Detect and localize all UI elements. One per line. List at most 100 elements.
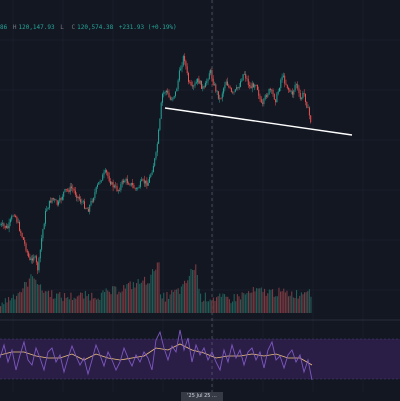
trendline[interactable]: [164, 107, 353, 136]
candle-body: [120, 184, 122, 191]
candle-body: [297, 84, 299, 89]
candle-body: [286, 84, 288, 89]
candle-body: [199, 80, 201, 84]
candle-body: [134, 188, 136, 189]
candle-body: [219, 98, 221, 99]
candle-body: [91, 200, 93, 202]
volume-bar: [8, 297, 10, 313]
candle-body: [158, 129, 160, 144]
volume-layer: [0, 262, 312, 313]
candle-body: [280, 80, 282, 88]
volume-bar: [148, 283, 150, 313]
candle-body: [104, 170, 106, 173]
candle-body: [74, 190, 76, 195]
candle-body: [292, 91, 293, 95]
candle-body: [59, 198, 61, 202]
volume-bar: [132, 282, 134, 313]
volume-bar: [137, 279, 139, 313]
candle-body: [89, 205, 91, 212]
volume-bar: [259, 288, 261, 313]
candle-body: [94, 192, 96, 198]
candle-body: [164, 92, 166, 93]
candle-body: [77, 196, 79, 198]
volume-bar: [190, 268, 192, 313]
candle-body: [51, 197, 53, 203]
volume-bar: [97, 298, 99, 313]
volume-bar: [12, 294, 14, 313]
candle-body: [143, 179, 145, 184]
candle-body: [277, 91, 279, 94]
volume-bar: [211, 300, 213, 313]
candle-body: [308, 107, 310, 116]
candle-body: [305, 93, 306, 102]
volume-bar: [156, 262, 158, 313]
candle-body: [85, 208, 87, 209]
grid-layer: [0, 0, 400, 392]
candle-body: [52, 197, 54, 200]
candle-body: [211, 70, 213, 79]
volume-bar: [222, 293, 224, 313]
candle-body: [56, 200, 58, 205]
candle-body: [221, 93, 223, 99]
candle-body: [63, 191, 65, 197]
candle-body: [34, 256, 36, 257]
candle-body: [9, 219, 11, 223]
volume-bar: [225, 296, 227, 313]
price-series: [0, 53, 312, 275]
volume-bar: [240, 299, 242, 313]
volume-bar: [46, 291, 48, 313]
candle-body: [190, 82, 192, 86]
volume-bar: [150, 274, 152, 313]
candle-body: [159, 118, 161, 130]
candle-body: [2, 223, 4, 225]
candle-body: [267, 94, 269, 97]
candle-body: [32, 258, 33, 261]
ohlc-high-value: 120,147.93: [18, 24, 55, 31]
candle-body: [176, 88, 178, 92]
volume-bar: [195, 264, 197, 313]
candle-body: [225, 81, 227, 86]
volume-bar: [187, 280, 189, 313]
candle-body: [228, 85, 230, 87]
candle-body: [303, 92, 305, 94]
candle-body: [242, 74, 244, 81]
candle-body: [136, 188, 137, 189]
candle-body: [29, 256, 31, 261]
candle-body: [39, 249, 41, 259]
candle-body: [282, 75, 284, 77]
volume-bar: [182, 284, 184, 313]
candle-body: [294, 84, 296, 91]
volume-bar: [169, 294, 171, 313]
volume-bar: [310, 296, 312, 313]
volume-bar: [11, 297, 13, 313]
volume-bar: [265, 295, 267, 313]
volume-bar: [19, 291, 21, 313]
candle-body: [243, 73, 245, 75]
volume-bar: [142, 280, 144, 313]
candle-body: [254, 84, 256, 88]
volume-bar: [228, 299, 230, 313]
volume-bar: [272, 289, 274, 313]
ohlc-high-key: H: [12, 24, 17, 31]
volume-bar: [75, 298, 77, 313]
volume-bar: [152, 269, 154, 313]
candle-body: [25, 243, 27, 251]
volume-bar: [54, 298, 56, 313]
volume-bar: [235, 301, 237, 313]
volume-bar: [113, 286, 115, 313]
candle-body: [293, 90, 295, 95]
volume-bar: [76, 296, 78, 313]
candle-body: [281, 76, 283, 81]
candle-body: [60, 198, 62, 200]
candle-body: [37, 262, 39, 271]
candle-body: [84, 201, 85, 209]
volume-bar: [59, 292, 61, 313]
volume-bar: [78, 295, 80, 313]
candle-body: [284, 75, 286, 84]
candle-body: [264, 95, 266, 99]
volume-bar: [224, 294, 226, 313]
candle-body: [165, 90, 167, 93]
candle-body: [6, 225, 7, 228]
volume-bar: [107, 290, 109, 313]
